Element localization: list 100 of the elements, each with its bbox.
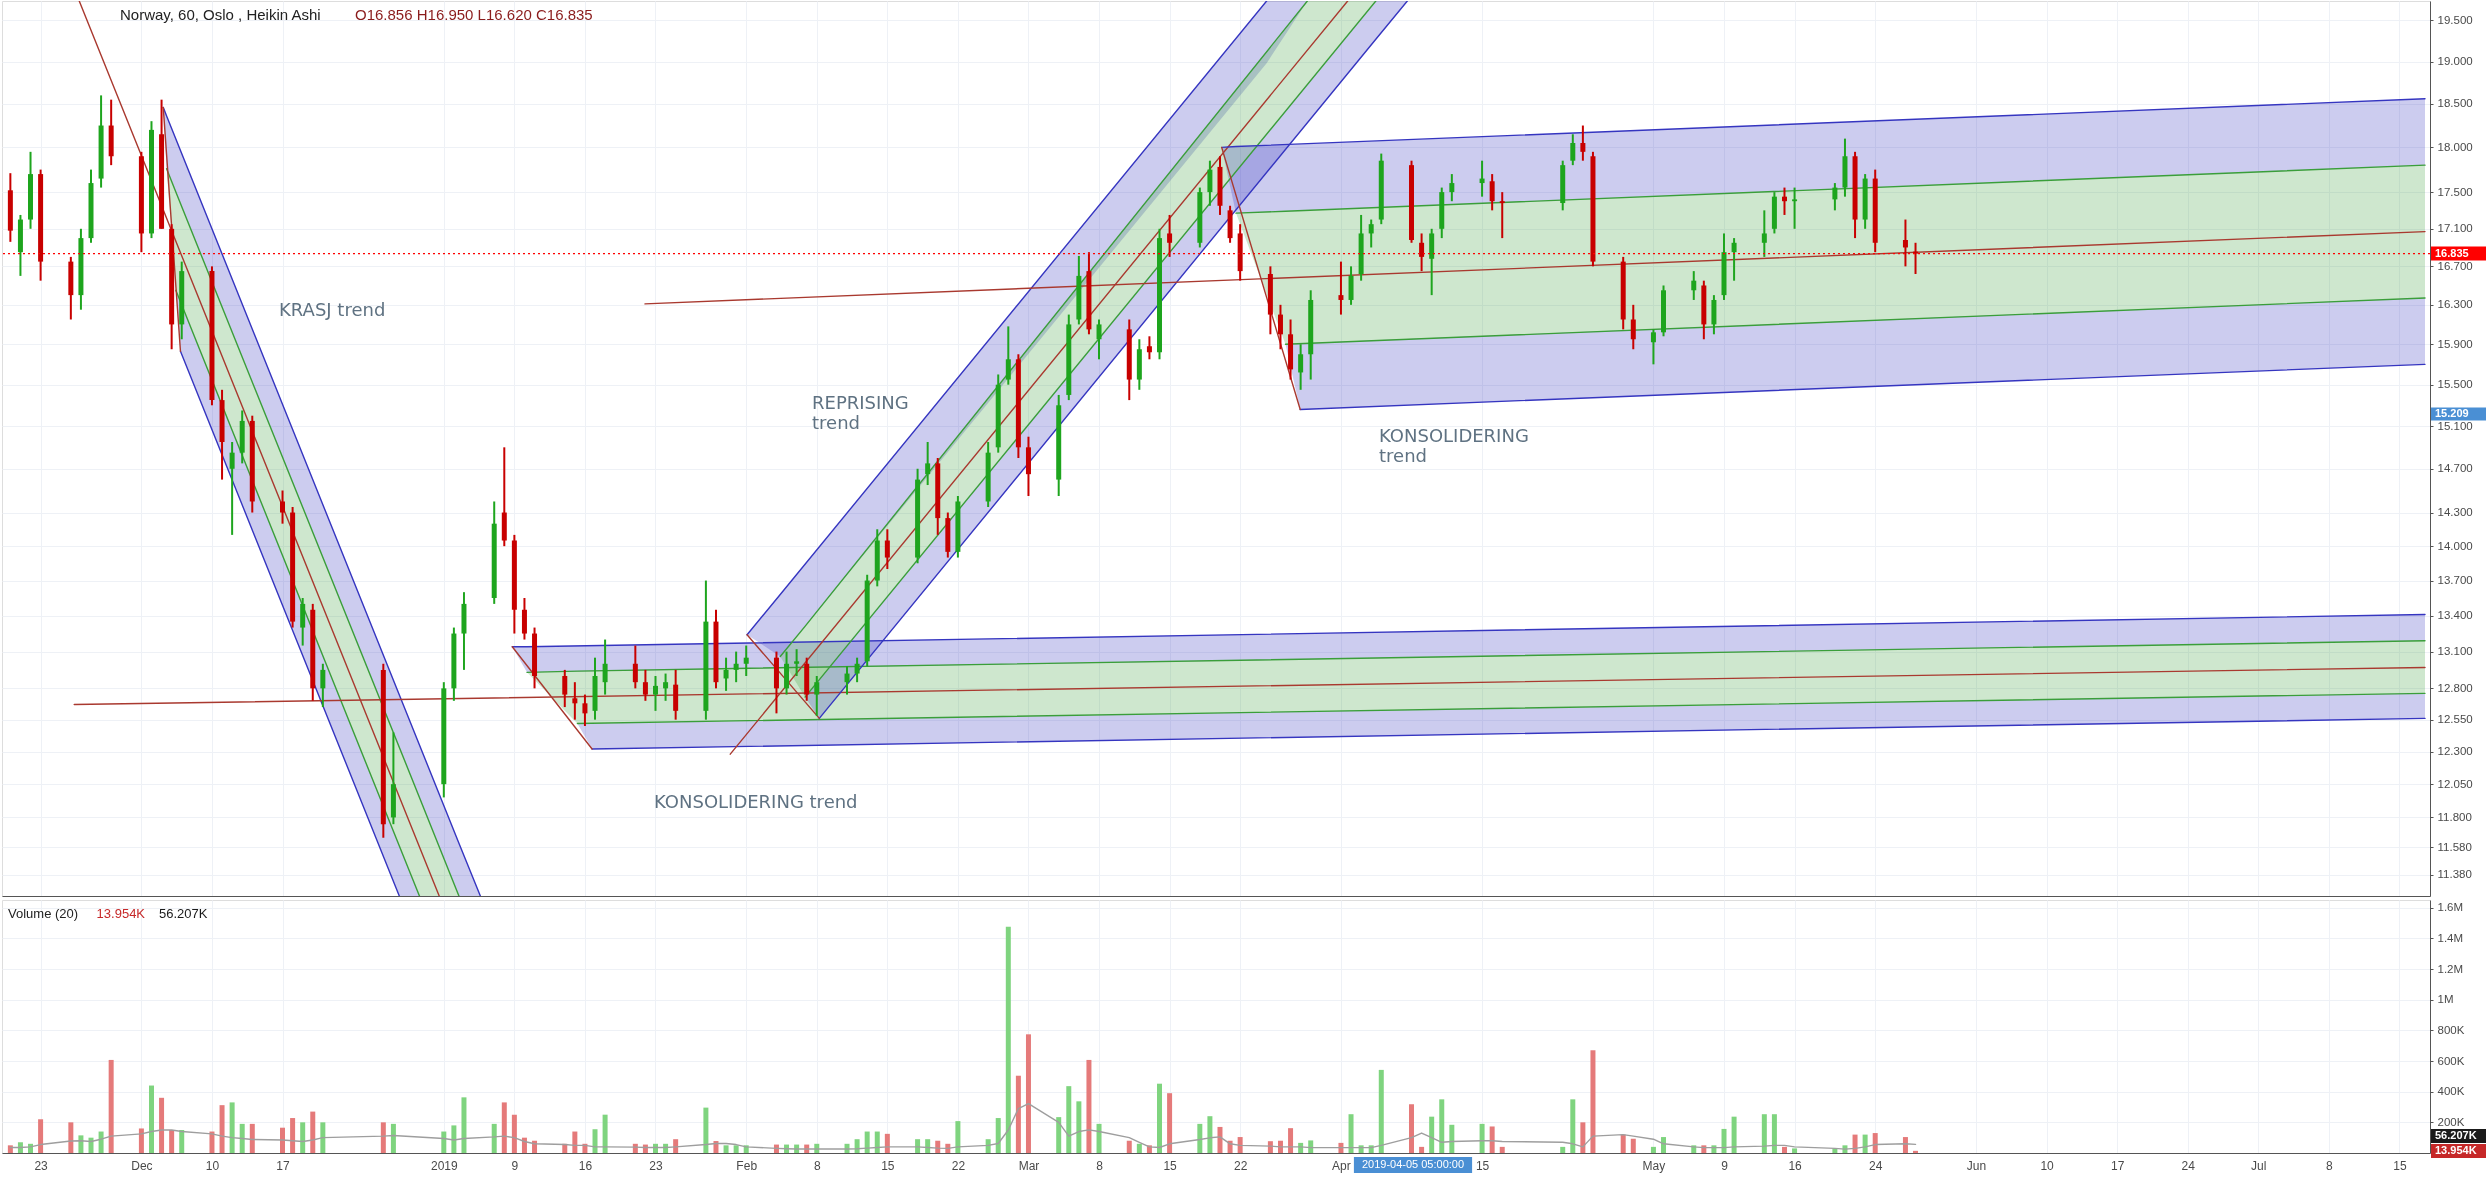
bar — [38, 1119, 44, 1153]
bar — [1136, 1143, 1142, 1153]
bar — [300, 1122, 306, 1153]
bar — [290, 1118, 296, 1153]
bar — [501, 1102, 507, 1153]
text: 13.954K — [2435, 1144, 2477, 1156]
bar — [1620, 1134, 1626, 1153]
x-tick-label: 22 — [1233, 1158, 1248, 1173]
bar — [98, 1131, 104, 1153]
y-tick-label: 17.500 — [2437, 185, 2473, 198]
bar — [713, 1141, 719, 1153]
x-tick-label: Feb — [736, 1158, 758, 1173]
text: 15.209 — [2435, 407, 2469, 419]
bar — [17, 1142, 23, 1153]
y-tick-label: 11.800 — [2437, 810, 2472, 823]
x-tick-label: 15 — [1475, 1158, 1490, 1173]
annotation: KONSOLIDERING trend — [1379, 425, 1529, 466]
bar — [390, 1123, 396, 1153]
bar — [1761, 1114, 1767, 1153]
y-tick-label: 13.400 — [2437, 609, 2473, 622]
x-tick-label: 15 — [2393, 1158, 2407, 1173]
x-tick-label: Jul — [2251, 1158, 2267, 1173]
bar — [602, 1114, 608, 1153]
y-tick-label: 14.300 — [2437, 506, 2473, 519]
bar — [451, 1125, 457, 1153]
x-tick-label: 16 — [578, 1158, 593, 1173]
text: 56.207K — [2435, 1129, 2477, 1141]
x-tick-label: 16 — [1788, 1158, 1803, 1173]
x-tick-label: 10 — [2040, 1158, 2055, 1173]
y-tick-label: 12.300 — [2437, 745, 2473, 758]
x-tick-label: 17 — [2110, 1158, 2125, 1173]
y-tick-label: 1.4M — [2437, 931, 2464, 944]
y-tick-label: 200K — [2437, 1115, 2465, 1128]
bar — [703, 1107, 709, 1153]
bar — [229, 1102, 235, 1153]
y-tick-label: 1.6M — [2437, 901, 2464, 914]
bar — [1721, 1128, 1727, 1153]
x-tick-label: Apr — [1332, 1158, 1351, 1173]
x-tick-label: 9 — [511, 1158, 519, 1173]
bar — [1015, 1075, 1021, 1153]
bar — [985, 1139, 991, 1153]
bar — [925, 1139, 931, 1153]
bar — [1378, 1069, 1384, 1153]
bar — [874, 1131, 880, 1153]
bar — [1409, 1104, 1415, 1153]
bar — [1086, 1059, 1092, 1153]
bar — [1570, 1099, 1576, 1153]
bar — [1005, 926, 1011, 1153]
bar — [1872, 1133, 1878, 1153]
y-tick-label: 13.100 — [2437, 645, 2473, 658]
bar — [1499, 1146, 1505, 1153]
x-tick-label: Jun — [1966, 1158, 1987, 1173]
x-tick-label: 22 — [951, 1158, 966, 1173]
bar — [572, 1131, 578, 1153]
bar — [1167, 1093, 1173, 1153]
y-tick-label: 12.550 — [2437, 713, 2473, 726]
y-tick-label: 14.700 — [2437, 462, 2473, 475]
bar — [1207, 1116, 1213, 1153]
x-tick-label: 8 — [2325, 1158, 2333, 1173]
bar — [441, 1131, 447, 1153]
bar — [1661, 1137, 1667, 1153]
x-tick-label: 23 — [34, 1158, 49, 1173]
x-tick-label: 15 — [1163, 1158, 1178, 1173]
bar — [995, 1118, 1001, 1153]
bar — [108, 1059, 114, 1153]
annotation: REPRISING trend — [812, 392, 909, 433]
annotation: 13.954K — [96, 906, 146, 921]
bar — [1237, 1137, 1243, 1153]
bar — [1197, 1123, 1203, 1153]
x-tick-label: 10 — [205, 1158, 220, 1173]
y-tick-label: 16.700 — [2437, 259, 2473, 272]
bar — [1096, 1123, 1102, 1153]
x-tick-label: 9 — [1721, 1158, 1729, 1173]
bar — [1126, 1140, 1132, 1153]
y-tick-label: 1.2M — [2437, 962, 2464, 975]
bar — [179, 1130, 185, 1153]
bar — [1630, 1138, 1636, 1153]
x-tick-label: 23 — [649, 1158, 663, 1173]
y-tick-label: 11.580 — [2437, 840, 2472, 853]
bar — [733, 1145, 739, 1153]
bar — [854, 1139, 860, 1153]
y-tick-label: 16.300 — [2437, 298, 2473, 311]
bar — [511, 1114, 517, 1153]
x-tick-label: Mar — [1018, 1158, 1040, 1173]
bar — [1288, 1128, 1294, 1153]
bar — [1862, 1134, 1868, 1153]
chart-title: Volume (20) — [8, 906, 79, 921]
bar — [1731, 1116, 1737, 1153]
annotation: KRASJ trend — [279, 299, 386, 320]
bar — [1771, 1114, 1777, 1153]
bar — [1419, 1146, 1425, 1153]
bar — [1560, 1146, 1566, 1153]
bar — [1852, 1134, 1858, 1153]
x-tick-label: May — [1642, 1158, 1666, 1173]
bar — [68, 1122, 74, 1153]
y-tick-label: 12.050 — [2437, 777, 2473, 790]
x-tick-label: 24 — [2181, 1158, 2196, 1173]
chart-subtitle: O16.856 H16.950 L16.620 C16.835 — [355, 6, 593, 23]
x-tick-label: 24 — [1869, 1158, 1883, 1173]
bar — [1429, 1116, 1435, 1153]
